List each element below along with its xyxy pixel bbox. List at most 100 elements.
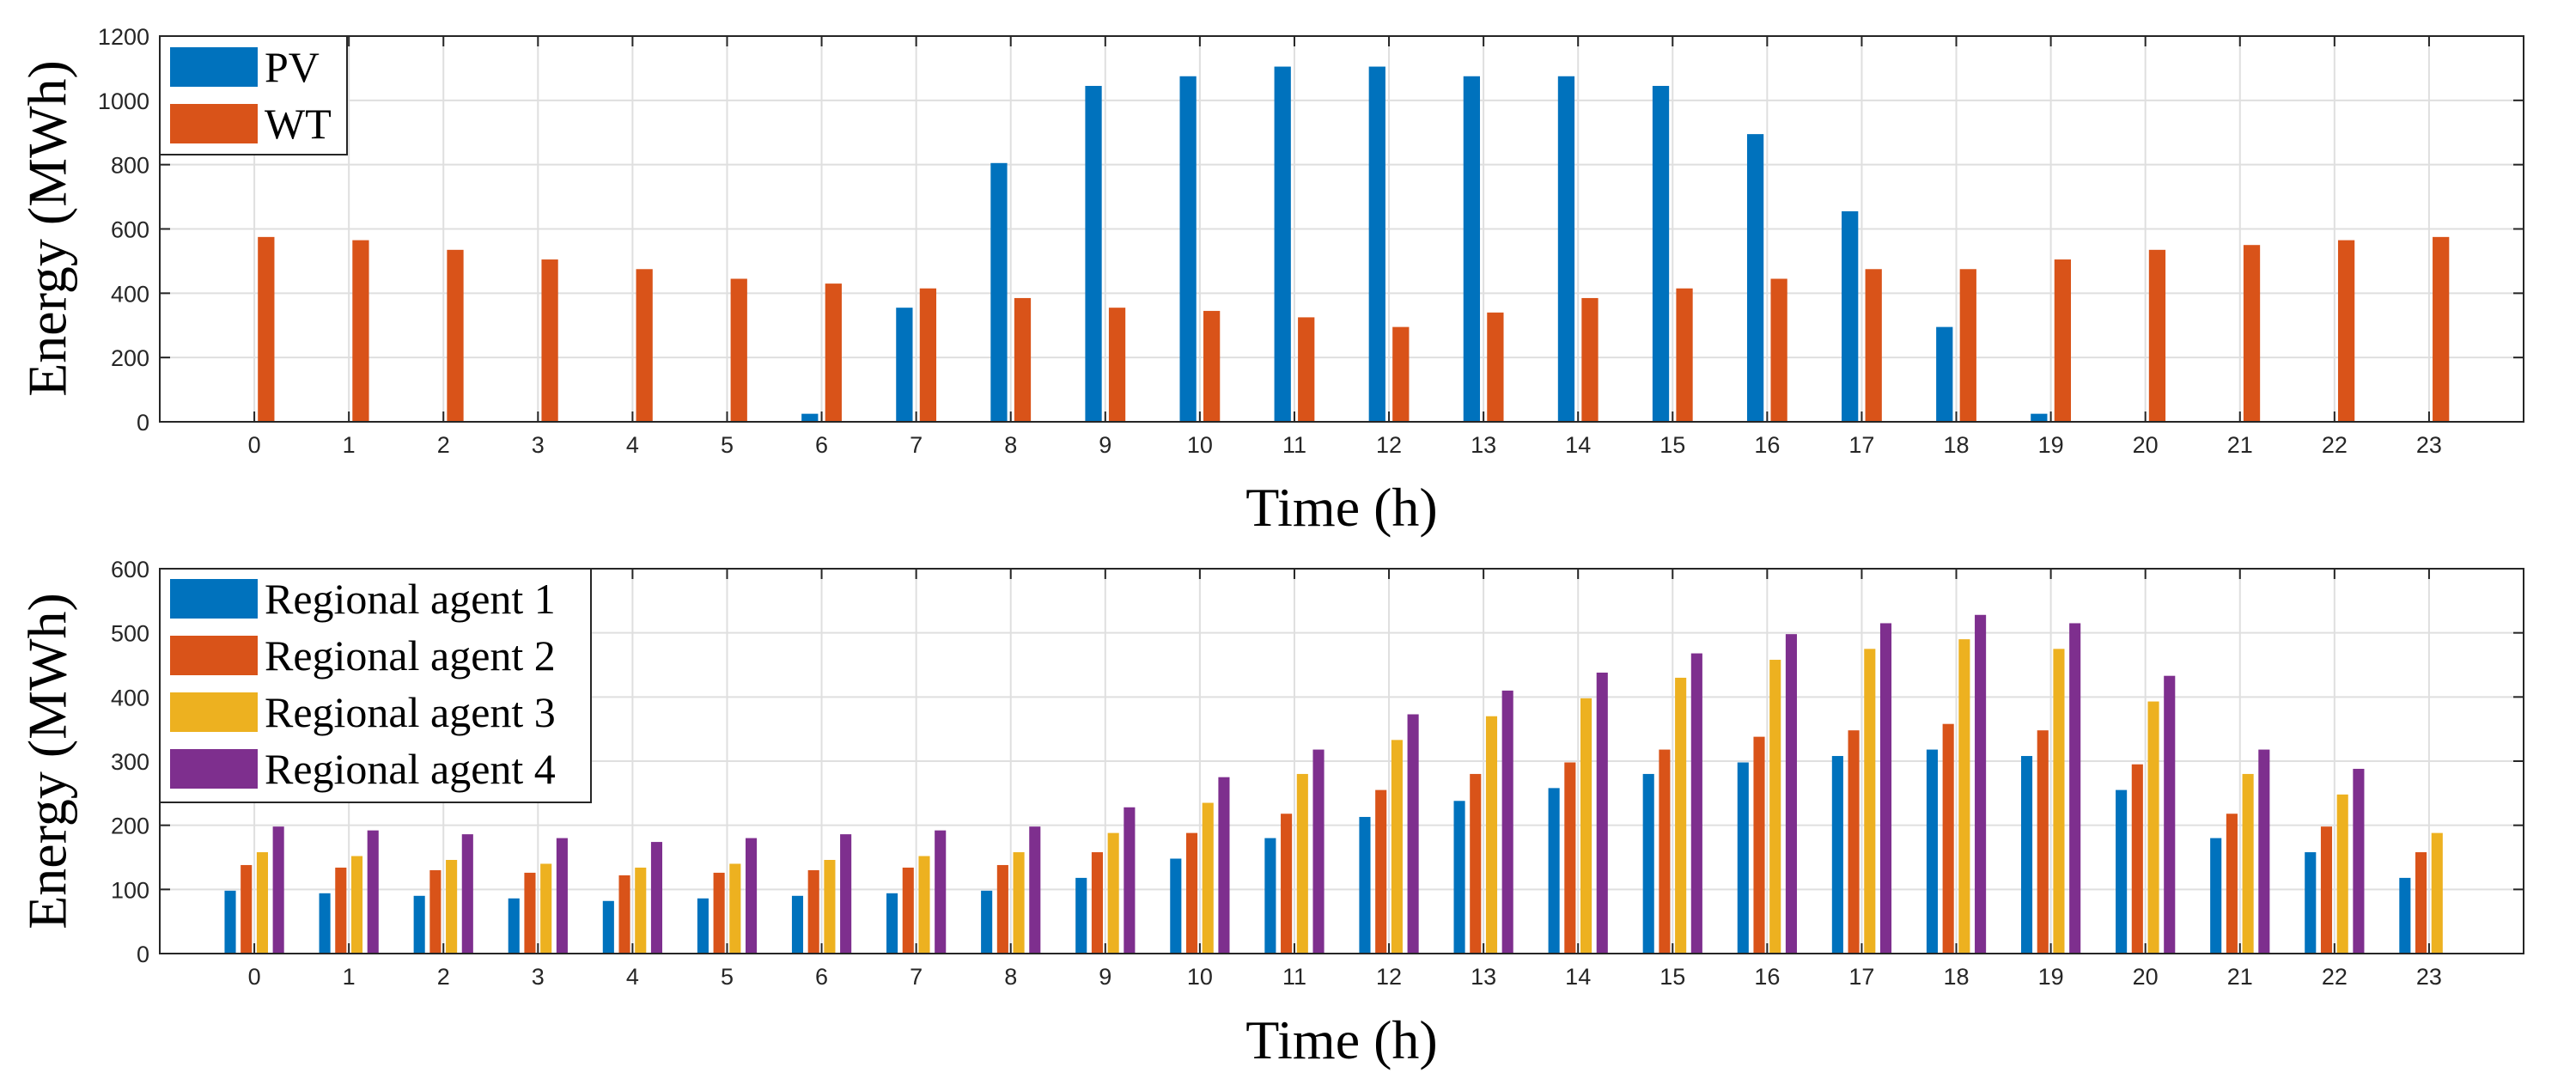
x-tick-label: 15 <box>1659 964 1685 990</box>
bar-regional-agent-1-22 <box>2305 852 2317 954</box>
bar-regional-agent-3-15 <box>1675 677 1687 954</box>
bar-wt-21 <box>2243 245 2261 422</box>
bar-regional-agent-4-16 <box>1785 634 1797 954</box>
bar-pv-15 <box>1652 85 1670 422</box>
x-tick-label: 2 <box>437 964 450 990</box>
bar-regional-agent-3-18 <box>1958 639 1970 954</box>
bar-regional-agent-2-10 <box>1185 832 1198 954</box>
bar-regional-agent-1-6 <box>791 895 804 954</box>
bar-regional-agent-2-7 <box>902 867 914 954</box>
bar-wt-19 <box>2054 259 2071 422</box>
bar-pv-10 <box>1179 76 1197 422</box>
bar-regional-agent-1-20 <box>2116 789 2128 954</box>
bar-regional-agent-4-10 <box>1218 777 1230 954</box>
bar-pv-13 <box>1463 76 1480 422</box>
x-tick-label: 11 <box>1282 432 1306 458</box>
legend-label-wt: WT <box>265 100 332 148</box>
x-tick-label: 20 <box>2133 964 2159 990</box>
bar-regional-agent-4-1 <box>367 830 379 954</box>
legend-swatch-pv <box>170 47 258 87</box>
bar-regional-agent-3-19 <box>2053 649 2065 954</box>
x-tick-label: 17 <box>1848 964 1874 990</box>
bar-regional-agent-1-11 <box>1264 838 1276 954</box>
x-tick-label: 9 <box>1099 964 1111 990</box>
chart-pv-wt: 0 1 2 3 4 5 6 7 8 9 10 11 12 13 14 15 16 17 18 19 20 21 22 2302… <box>17 24 2524 538</box>
x-tick-label: 7 <box>910 964 923 990</box>
bar-regional-agent-1-16 <box>1737 762 1749 954</box>
bar-regional-agent-1-10 <box>1170 858 1182 954</box>
bar-regional-agent-2-22 <box>2320 826 2333 954</box>
bar-regional-agent-1-7 <box>886 893 898 954</box>
bar-pv-12 <box>1368 66 1385 422</box>
bar-regional-agent-3-11 <box>1296 773 1308 954</box>
bar-wt-4 <box>636 269 653 422</box>
x-tick-label: 12 <box>1376 964 1402 990</box>
x-tick-label: 5 <box>721 964 734 990</box>
bar-regional-agent-4-19 <box>2069 623 2081 954</box>
bar-regional-agent-4-7 <box>935 830 947 954</box>
bar-regional-agent-2-12 <box>1375 789 1387 954</box>
bar-regional-agent-2-11 <box>1281 814 1293 954</box>
x-tick-label: 11 <box>1282 964 1306 990</box>
bar-regional-agent-1-18 <box>1926 749 1938 954</box>
x-tick-label: 21 <box>2227 432 2253 458</box>
bar-pv-11 <box>1274 66 1291 422</box>
bar-regional-agent-2-19 <box>2037 730 2049 954</box>
bar-regional-agent-3-6 <box>824 859 836 954</box>
bar-pv-19 <box>2031 413 2048 422</box>
bar-regional-agent-4-3 <box>556 838 568 954</box>
bar-regional-agent-4-15 <box>1690 653 1702 954</box>
x-tick-label: 8 <box>1004 964 1017 990</box>
x-tick-label: 18 <box>1943 964 1969 990</box>
bar-regional-agent-1-13 <box>1453 801 1465 954</box>
bar-regional-agent-2-0 <box>241 864 253 954</box>
bar-regional-agent-2-1 <box>335 867 347 954</box>
bar-regional-agent-1-3 <box>508 898 520 954</box>
bar-regional-agent-1-5 <box>697 898 709 954</box>
bar-regional-agent-1-14 <box>1548 788 1560 954</box>
bar-regional-agent-1-21 <box>2210 838 2222 954</box>
bar-regional-agent-2-18 <box>1942 723 1954 954</box>
bar-regional-agent-4-6 <box>840 834 852 954</box>
bar-wt-0 <box>258 236 275 422</box>
bar-wt-7 <box>919 288 937 422</box>
chart-regional-agents: 0 1 2 3 4 5 6 7 8 9 10 11 12 13 14 15 16 17 18 19 20 21 22 2301… <box>17 557 2524 1070</box>
bar-regional-agent-3-17 <box>1864 649 1876 954</box>
x-tick-label: 6 <box>815 964 828 990</box>
x-tick-label: 17 <box>1848 432 1874 458</box>
legend-label-regional-agent-2: Regional agent 2 <box>265 631 556 680</box>
bar-wt-6 <box>825 283 842 422</box>
bar-regional-agent-3-9 <box>1107 832 1119 954</box>
bar-regional-agent-2-3 <box>524 872 536 954</box>
bar-regional-agent-3-10 <box>1202 802 1214 954</box>
y-tick-label: 0 <box>137 942 149 967</box>
bar-regional-agent-2-14 <box>1564 762 1576 954</box>
y-tick-label: 1200 <box>98 24 149 50</box>
bar-regional-agent-4-11 <box>1312 749 1325 954</box>
bar-pv-8 <box>990 162 1008 422</box>
bar-wt-18 <box>1959 269 1976 422</box>
x-tick-label: 4 <box>626 432 639 458</box>
x-tick-label: 19 <box>2038 432 2064 458</box>
bar-regional-agent-2-6 <box>807 869 819 954</box>
bar-wt-2 <box>447 249 464 422</box>
bars <box>224 614 2443 954</box>
bar-wt-11 <box>1298 317 1315 422</box>
bar-regional-agent-4-21 <box>2258 749 2270 954</box>
bars <box>258 66 2450 422</box>
x-tick-label: 10 <box>1187 964 1213 990</box>
bar-regional-agent-4-13 <box>1501 690 1513 954</box>
x-tick-label: 2 <box>437 432 450 458</box>
x-tick-label: 21 <box>2227 964 2253 990</box>
x-tick-label: 18 <box>1943 432 1969 458</box>
bar-regional-agent-4-5 <box>746 838 758 954</box>
x-tick-label: 19 <box>2038 964 2064 990</box>
y-tick-label: 500 <box>111 621 149 647</box>
bar-regional-agent-3-1 <box>350 856 363 954</box>
bar-regional-agent-3-20 <box>2147 701 2159 954</box>
bar-regional-agent-2-21 <box>2226 814 2238 954</box>
bar-regional-agent-3-8 <box>1013 852 1025 954</box>
legend-swatch-wt <box>170 104 258 143</box>
x-tick-label: 22 <box>2322 964 2348 990</box>
x-tick-label: 15 <box>1659 432 1685 458</box>
